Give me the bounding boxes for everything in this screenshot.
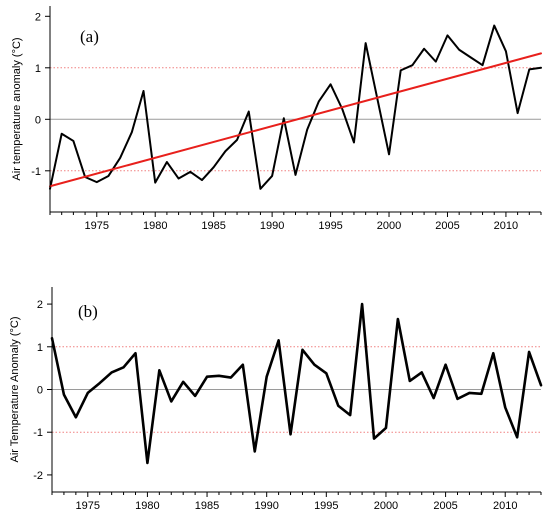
y-axis-label-a: Air temperature anomaly (°C) xyxy=(11,37,23,180)
x-tick-label-a-1995: 1995 xyxy=(318,220,342,232)
x-tick-label-a-2000: 2000 xyxy=(377,220,401,232)
x-tick-label-b-1990: 1990 xyxy=(254,500,278,510)
y-tick-label-b--2: -2 xyxy=(33,470,43,482)
x-tick-label-a-1990: 1990 xyxy=(260,220,284,232)
panel-label-b: (b) xyxy=(78,302,98,321)
x-tick-label-b-1985: 1985 xyxy=(195,500,219,510)
trend-line-a xyxy=(49,52,542,188)
panel-label-a: (a) xyxy=(80,27,99,46)
y-tick-label-b-0: 0 xyxy=(37,385,43,397)
y-tick-label-a-1: 1 xyxy=(35,63,41,75)
y-tick-label-a--1: -1 xyxy=(31,166,41,178)
y-tick-label-b-1: 1 xyxy=(37,342,43,354)
x-tick-label-b-1975: 1975 xyxy=(76,500,100,510)
y-axis-label-b: Air Temperature Anomaly (°C) xyxy=(9,316,21,462)
series-line-b xyxy=(50,302,543,465)
x-tick-label-b-2010: 2010 xyxy=(493,500,517,510)
x-tick-label-b-1995: 1995 xyxy=(314,500,338,510)
y-tick-label-a-2: 2 xyxy=(35,11,41,23)
x-tick-label-b-1980: 1980 xyxy=(135,500,159,510)
y-tick-label-b--1: -1 xyxy=(33,427,43,439)
x-tick-label-a-1985: 1985 xyxy=(201,220,225,232)
x-tick-label-b-2000: 2000 xyxy=(374,500,398,510)
series-line-a xyxy=(49,24,542,190)
y-tick-label-a-0: 0 xyxy=(35,114,41,126)
y-tick-label-b-2: 2 xyxy=(37,299,43,311)
x-tick-label-a-1975: 1975 xyxy=(85,220,109,232)
chart-panel-a: -1 0 1 2 1975 1980 1985 1990 1995 2000 2005 2010 Air… xyxy=(11,6,542,232)
x-tick-label-a-2005: 2005 xyxy=(435,220,459,232)
x-tick-label-a-2010: 2010 xyxy=(494,220,518,232)
x-tick-label-b-2005: 2005 xyxy=(433,500,457,510)
x-tick-label-a-1980: 1980 xyxy=(143,220,167,232)
chart-panel-b: -2 -1 0 1 2 1975 1980 1985 1990 1995 2000 2005 2010 A… xyxy=(9,287,543,510)
